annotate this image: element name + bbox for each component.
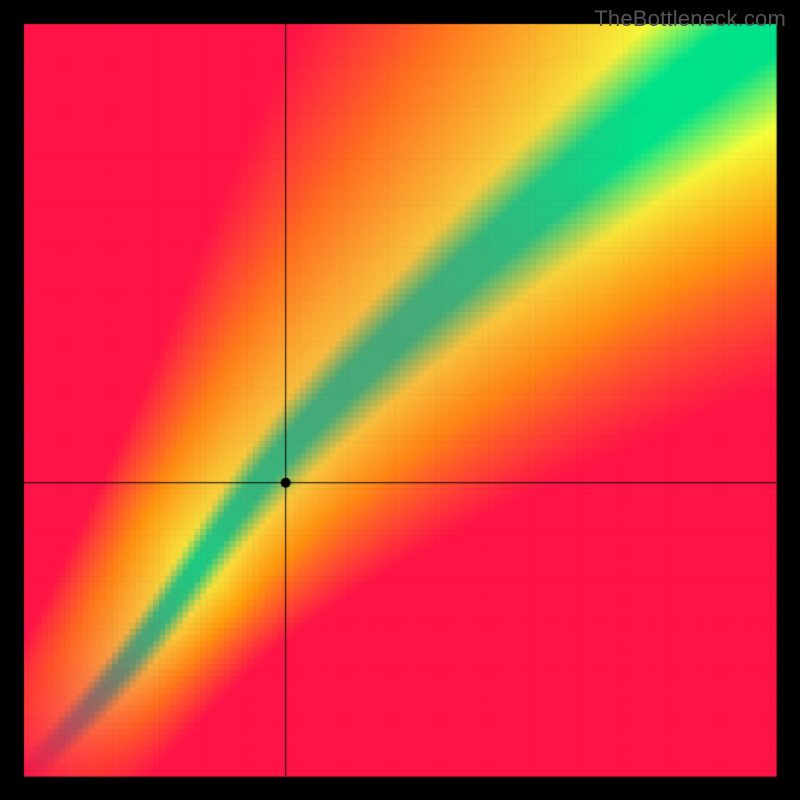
- bottleneck-heatmap: [0, 0, 800, 800]
- attribution-text: TheBottleneck.com: [594, 6, 786, 32]
